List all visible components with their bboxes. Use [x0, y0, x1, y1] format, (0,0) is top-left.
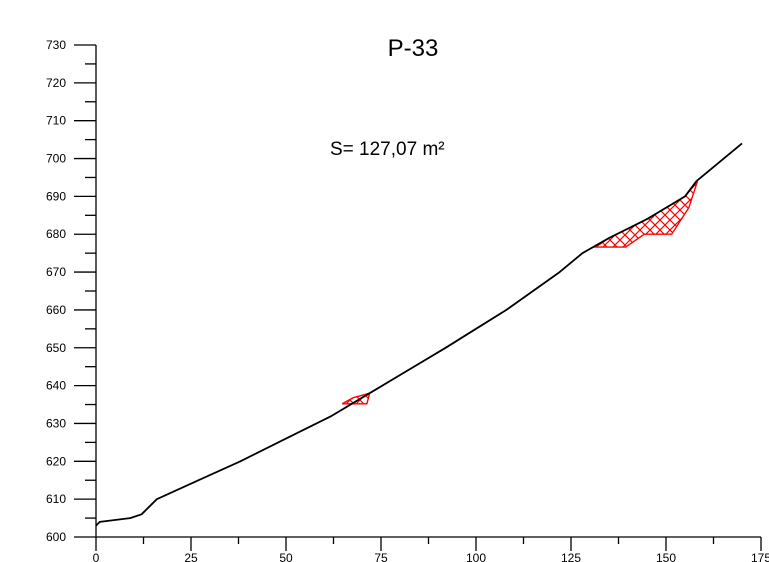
axes: 600 610 620 630 640 650 660 670 680 690 700 710 720 7… — [46, 38, 769, 562]
y-tick-label: 600 — [46, 530, 66, 544]
x-tick-label: 75 — [374, 551, 388, 562]
y-tick-label: 650 — [46, 341, 66, 355]
y-tick-label: 700 — [46, 152, 66, 166]
y-tick-label: 720 — [46, 76, 66, 90]
x-tick-label: 0 — [93, 551, 100, 562]
x-tick-label: 175 — [751, 551, 769, 562]
y-tick-label: 710 — [46, 114, 66, 128]
y-tick-label: 690 — [46, 189, 66, 203]
x-tick-label: 150 — [656, 551, 676, 562]
y-tick-label: 620 — [46, 454, 66, 468]
x-tick-label: 25 — [184, 551, 198, 562]
x-tick-label: 50 — [279, 551, 293, 562]
x-tick-label: 125 — [561, 551, 581, 562]
cut-areas — [341, 180, 699, 405]
terrain-line — [95, 142, 743, 527]
y-tick-label: 610 — [46, 492, 66, 506]
y-tick-label: 660 — [46, 303, 66, 317]
chart-title: P-33 — [388, 35, 439, 62]
y-tick-label: 670 — [46, 265, 66, 279]
terrain-series — [95, 142, 743, 527]
y-tick-label: 730 — [46, 38, 66, 52]
area-annotation: S= 127,07 m² — [330, 139, 445, 160]
y-tick-label: 640 — [46, 379, 66, 393]
y-tick-label: 680 — [46, 227, 66, 241]
y-tick-label: 630 — [46, 416, 66, 430]
x-tick-label: 100 — [466, 551, 486, 562]
